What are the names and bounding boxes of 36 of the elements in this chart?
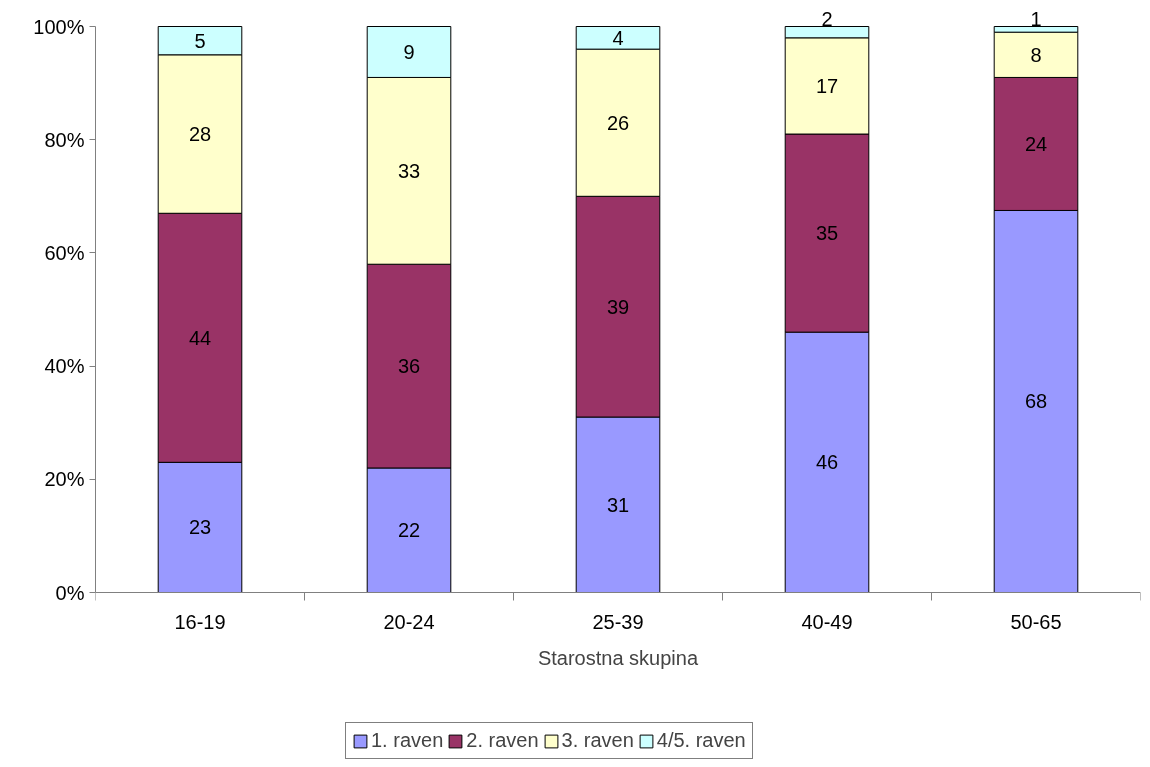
y-tick-label: 60% — [44, 241, 85, 264]
y-tick-label: 0% — [55, 581, 85, 604]
y-tick-label: 20% — [44, 468, 85, 491]
legend-label: 4/5. raven — [656, 729, 746, 752]
data-label: 68 — [1024, 390, 1048, 413]
x-axis-title: Starostna skupina — [537, 646, 699, 669]
x-tick-label: 25-39 — [592, 610, 644, 633]
data-label: 22 — [397, 519, 421, 542]
data-label: 26 — [606, 111, 630, 134]
data-label: 2 — [821, 7, 833, 30]
data-label: 28 — [188, 123, 212, 146]
legend-label: 1. raven — [371, 729, 444, 752]
y-tick-label: 40% — [44, 355, 85, 378]
x-tick-label: 20-24 — [383, 610, 435, 633]
data-label: 23 — [188, 516, 212, 539]
data-label: 44 — [188, 326, 212, 349]
data-label: 35 — [815, 222, 839, 245]
data-label: 4 — [612, 26, 624, 49]
data-label: 9 — [403, 40, 415, 63]
y-tick-label: 100% — [33, 15, 85, 38]
data-label: 17 — [815, 74, 839, 97]
data-label: 46 — [815, 451, 839, 474]
x-tick-label: 40-49 — [801, 610, 853, 633]
data-label: 5 — [194, 29, 206, 52]
data-label: 39 — [606, 295, 630, 318]
legend-label: 3. raven — [561, 729, 634, 752]
legend-label: 2. raven — [466, 729, 539, 752]
data-label: 1 — [1030, 7, 1042, 30]
data-label: 24 — [1024, 132, 1048, 155]
data-label: 31 — [606, 493, 630, 516]
x-tick-label: 50-65 — [1010, 610, 1062, 633]
y-tick-label: 80% — [44, 128, 85, 151]
data-label: 36 — [397, 355, 421, 378]
x-tick-label: 16-19 — [174, 610, 226, 633]
data-label: 8 — [1030, 43, 1042, 66]
data-label: 33 — [397, 159, 421, 182]
